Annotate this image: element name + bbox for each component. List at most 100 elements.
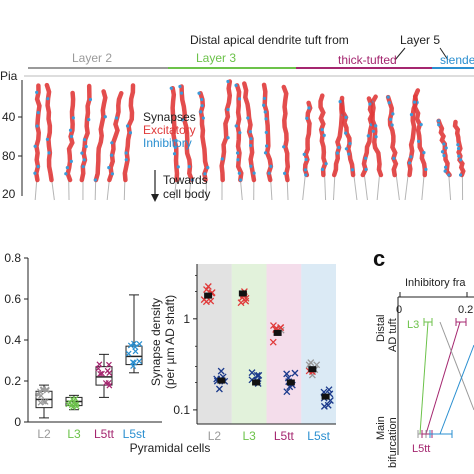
box-point <box>127 342 134 349</box>
density-point-excitatory <box>242 297 250 305</box>
inhibitory-synapse <box>203 172 207 176</box>
density-mean-excitatory <box>204 292 213 299</box>
box-point <box>132 344 139 350</box>
box-point <box>67 399 73 406</box>
inhibitory-synapse <box>364 156 368 160</box>
density-point-excitatory <box>204 283 212 290</box>
inhibitory-synapse <box>252 171 256 175</box>
inhibitory-synapse <box>387 101 391 105</box>
density-point-inhibitory <box>248 369 256 377</box>
inhibitory-synapse <box>422 150 426 155</box>
inhibitory-synapse <box>87 117 91 122</box>
inhibitory-synapse <box>238 131 242 135</box>
inhibitory-synapse <box>409 112 414 117</box>
inhibitory-synapse <box>33 144 37 148</box>
inhibitory-synapse <box>248 130 252 134</box>
density-point-excitatory <box>270 322 277 330</box>
inhibitory-synapse <box>238 178 243 182</box>
inhibitory-synapse <box>443 165 448 169</box>
inhibitory-synapse <box>443 169 447 173</box>
inhibitory-synapse <box>303 168 308 172</box>
inhibitory-synapse <box>344 131 348 135</box>
density-point-inhibitory <box>291 369 299 377</box>
density-category-label: L5st <box>307 429 330 443</box>
inhibitory-synapse <box>69 134 74 139</box>
inhibitory-synapse <box>234 83 238 87</box>
inhibitory-synapse <box>389 117 393 121</box>
inhibitory-synapse <box>386 95 390 99</box>
box-category-label: L5st <box>123 427 146 441</box>
inhibitory-synapse <box>234 124 238 128</box>
inhibitory-synapse <box>371 129 375 133</box>
dendrite-reconstructions <box>33 79 466 201</box>
inhibitory-synapse <box>206 166 210 170</box>
inhibitory-synapse <box>337 145 341 150</box>
inhibitory-synapse <box>237 97 242 101</box>
inhibitory-synapse <box>82 138 87 142</box>
inhibitory-synapse <box>110 141 114 145</box>
density-mean-inhibitory <box>252 379 261 386</box>
inhibitory-synapse <box>320 128 324 132</box>
inhibitory-synapse <box>226 136 230 140</box>
inhibitory-synapse <box>69 159 73 163</box>
density-band-L5st <box>301 264 336 424</box>
density-point-excitatory <box>269 338 277 346</box>
inhibitory-synapse <box>187 165 191 169</box>
inhibitory-synapse <box>47 151 51 155</box>
panel-c-line-l2 <box>439 321 474 411</box>
inhibitory-synapse <box>179 91 184 95</box>
inhibitory-synapse <box>235 151 240 155</box>
inhibitory-synapse <box>391 112 395 116</box>
inhibitory-synapse <box>456 143 460 147</box>
panel-c-ylabel-bot1: Main <box>375 416 387 440</box>
inhibitory-synapse <box>114 116 119 120</box>
dendrite-tuft <box>93 89 108 183</box>
inhibitory-synapse <box>392 156 396 160</box>
density-mean-inhibitory <box>217 377 226 384</box>
inhibitory-synapse <box>128 131 133 135</box>
inhibitory-synapse <box>110 172 115 176</box>
inhibitory-synapse <box>84 144 88 149</box>
density-mean-excitatory <box>273 329 282 336</box>
inhibitory-synapse <box>283 171 287 175</box>
inhibitory-synapse <box>305 116 309 120</box>
box-point <box>106 382 113 389</box>
inhibitory-synapse <box>236 158 240 162</box>
inhibitory-synapse <box>307 106 311 110</box>
density-mean-excitatory <box>238 290 247 297</box>
inhibitory-synapse <box>437 123 441 127</box>
dendrite-tuft <box>34 83 42 183</box>
density-point-excitatory <box>277 324 285 332</box>
dendrite-tuft <box>219 79 233 183</box>
density-ylabel-1: Synapse density <box>149 298 163 386</box>
inhibitory-synapse <box>45 137 50 141</box>
dendrite-tuft <box>452 119 466 178</box>
box-point <box>131 340 137 347</box>
box-point <box>43 386 50 393</box>
density-band-L2 <box>197 264 232 424</box>
inhibitory-synapse <box>88 97 93 102</box>
inhibitory-synapse <box>366 134 370 138</box>
dendrite-tuft <box>179 84 195 183</box>
density-scatter-panel: 1 0.1 L2 L3 L5tt L5st Synapse density (per µm A… <box>149 264 336 443</box>
panel-c-tick-0: 0 <box>396 304 402 316</box>
inhibitory-synapse <box>447 173 451 177</box>
panel-c-errbar-l3-top <box>423 318 433 326</box>
box-point <box>102 380 109 386</box>
inhibitory-synapse <box>459 158 463 162</box>
box-point <box>40 398 47 405</box>
inhibitory-synapse <box>417 139 421 143</box>
inhibitory-synapse <box>457 154 461 158</box>
inhibitory-synapse <box>35 124 39 128</box>
box-point <box>97 370 104 377</box>
panel-c-line-l5st <box>439 344 474 435</box>
panel-c-line-l5tt <box>425 321 461 435</box>
dendrite-tuft <box>107 90 124 183</box>
inhibitory-synapse <box>36 164 40 169</box>
inhibitory-synapse <box>107 166 111 170</box>
inhibitory-synapse <box>124 158 128 162</box>
inhibitory-synapse <box>180 118 184 122</box>
inhibitory-synapse <box>262 103 266 107</box>
